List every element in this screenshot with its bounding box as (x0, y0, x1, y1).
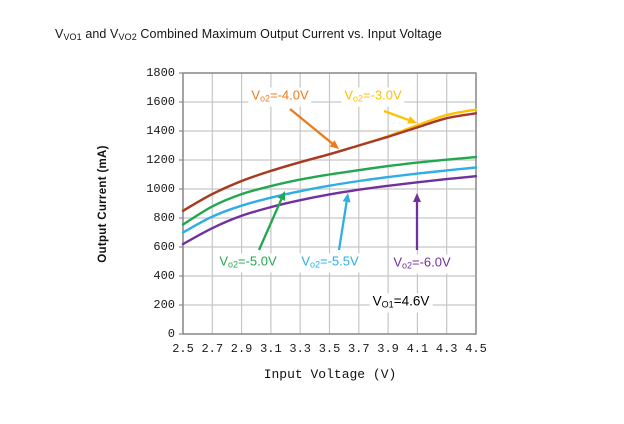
x-tick-label: 2.5 (172, 342, 194, 356)
x-axis-title: Input Voltage (V) (263, 367, 397, 382)
annotation-arrow-vo2-4.0v-head (329, 140, 339, 149)
x-tick-label: 4.3 (435, 342, 458, 356)
annotation-label-vo2-3.0v: Vo2=-3.0V (341, 87, 405, 107)
annotation-arrow-vo2-6.0v-head (413, 193, 421, 202)
x-tick-label: 4.5 (465, 342, 487, 356)
y-tick-label: 1000 (146, 182, 175, 196)
annotation-arrow-vo2-3.0v-head (407, 116, 417, 124)
annotation-label-vo2-6.0v: Vo2=-6.0V (390, 254, 454, 274)
annotation-label-vo2-5.5v: Vo2=-5.5V (298, 253, 362, 273)
y-tick-label: 600 (153, 240, 175, 254)
y-tick-label: 1200 (146, 153, 175, 167)
curve-vo2-4.0v (181, 112, 478, 212)
y-tick-label: 200 (153, 298, 175, 312)
y-tick-label: 1400 (146, 124, 175, 138)
x-tick-label: 3.3 (289, 342, 311, 356)
chart-title: VVO1 and VVO2 Combined Maximum Output Cu… (55, 27, 442, 42)
annotation-label-vo1-4.6v: VO1=4.6V (369, 293, 433, 313)
y-tick-label: 1800 (146, 66, 175, 80)
plot-border (182, 72, 477, 335)
y-tick-label: 800 (153, 211, 175, 225)
x-tick-label: 2.7 (201, 342, 224, 356)
title-subscript-vo2: VO2 (118, 32, 137, 42)
annotation-arrow-vo2-5.5v-head (342, 193, 351, 203)
y-tick-label: 1600 (146, 95, 175, 109)
annotation-label-vo2-5.0v: Vo2=-5.0V (216, 253, 280, 273)
annotation-arrow-vo2-5.5v-shaft (337, 201, 348, 251)
annotation-arrow-vo2-5.0v-shaft (257, 198, 283, 251)
annotation-arrow-vo2-3.0v-shaft (383, 109, 409, 122)
x-tick-label: 3.1 (260, 342, 282, 356)
annotation-label-vo2-4.0v: Vo2=-4.0V (248, 87, 312, 107)
x-tick-label: 3.5 (318, 342, 341, 356)
annotation-arrow-vo2-4.0v-shaft (289, 108, 333, 145)
x-tick-label: 4.1 (406, 342, 429, 356)
y-tick-label: 0 (167, 327, 175, 341)
x-tick-label: 3.9 (377, 342, 399, 356)
y-axis-title: Output Current (mA) (97, 145, 109, 263)
title-subscript-vo1: VO1 (63, 32, 82, 42)
x-tick-label: 2.9 (230, 342, 253, 356)
curve-vo2-5.5v (181, 166, 478, 234)
curve-vo2-6.0v (181, 175, 478, 246)
curve-vo2-5.0v (181, 155, 478, 226)
annotation-arrow-vo2-5.0v-head (277, 191, 286, 201)
y-tick-label: 400 (153, 269, 175, 283)
x-tick-label: 3.7 (347, 342, 370, 356)
